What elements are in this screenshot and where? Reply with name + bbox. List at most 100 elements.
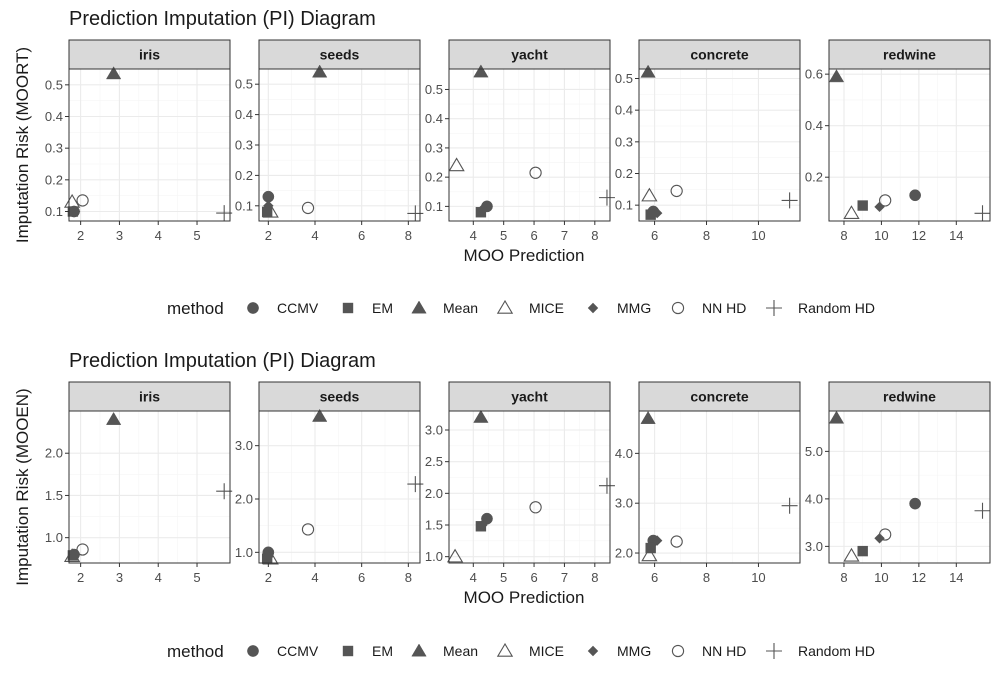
point-mice [446,548,464,563]
point-nn-hd [670,535,683,548]
x-tick-label: 8 [703,570,710,585]
y-tick-label: 2.0 [615,546,633,561]
x-tick-label: 3 [116,570,123,585]
y-tick-label: 0.1 [235,198,253,213]
y-tick-label: 0.4 [805,118,823,133]
legend-item-mean: Mean [411,643,478,659]
x-tick-label: 12 [912,228,926,243]
legend-key-mice [496,299,514,314]
point-em [645,209,656,220]
y-tick-label: 0.4 [45,109,63,124]
x-tick-label: 4 [155,570,162,585]
legend-label: Mean [443,300,478,316]
plot-area [639,69,800,221]
legend-label: NN HD [702,300,746,316]
x-tick-label: 8 [840,228,847,243]
legend-key-mmg [587,302,599,314]
legend-label: CCMV [277,643,319,659]
plot-area [259,411,420,563]
legend-key-random-hd [766,300,782,316]
facet-iris: iris 2 3 4 5 1.0 1.5 2.0 [45,381,233,585]
facet-iris: iris 2 3 4 5 0.1 0.2 0.3 0.4 0.5 [45,39,233,243]
y-tick-label: 0.2 [425,170,443,185]
x-tick-label: 8 [840,570,847,585]
x-tick-label: 2 [265,570,272,585]
facet-strip-label: redwine [883,389,936,405]
point-em [857,545,868,557]
point-mmg [263,551,274,562]
point-mean [473,64,489,78]
y-tick-label: 0.4 [235,107,253,122]
facet-strip [448,381,611,412]
legend: method CCMV EM Mean MICE MMG NN HD Random HD [167,642,875,661]
facet-strip-label: concrete [690,389,749,405]
legend-key-mmg [587,645,599,657]
y-tick-label: 1.5 [45,488,63,503]
y-tick-label: 0.1 [45,204,63,219]
point-mmg [651,207,663,219]
point-mean [640,64,656,78]
point-random-hd [781,497,798,514]
point-mean [312,64,328,78]
legend-key-em [342,645,354,657]
point-ccmv [262,190,275,203]
facet-seeds: seeds 2 4 6 8 0.1 0.2 0.3 0.4 0.5 [235,39,424,243]
facet-strip-label: seeds [320,389,360,405]
facet-strip [638,381,801,412]
point-nn-hd [76,543,89,556]
y-tick-label: 3.0 [425,423,443,438]
y-tick-label: 0.2 [235,168,253,183]
point-mean [828,410,845,424]
legend-item-random-hd: Random HD [766,643,875,659]
y-tick-label: 4.0 [615,446,633,461]
x-tick-label: 7 [561,570,568,585]
point-random-hd [407,205,424,222]
y-tick-label: 2.0 [45,446,63,461]
legend-label: Random HD [798,300,875,316]
y-tick-label: 0.3 [235,138,253,153]
point-mice [262,203,279,218]
x-tick-label: 4 [311,570,318,585]
x-tick-label: 2 [77,570,84,585]
chart-title: Prediction Imputation (PI) Diagram [69,8,376,30]
x-tick-label: 14 [949,228,963,243]
point-nn-hd [879,528,892,541]
point-mean [473,409,489,423]
facet-strip-label: iris [139,47,160,63]
legend-item-em: EM [342,300,393,316]
panel-border [448,68,611,222]
point-random-hd [974,502,991,519]
facet-yacht: yacht 4 5 6 7 8 1.0 1.5 2.0 2.5 3.0 [425,381,615,585]
legend-label: EM [372,643,393,659]
x-tick-label: 6 [651,228,658,243]
x-tick-label: 8 [405,570,412,585]
plot-area [639,411,800,563]
x-tick-label: 5 [500,570,507,585]
point-mice [843,205,860,220]
legend-label: CCMV [277,300,319,316]
point-nn-hd [301,523,315,536]
y-tick-label: 0.6 [805,67,823,82]
legend-item-ccmv: CCMV [247,643,319,659]
legend-key-mean [411,643,427,657]
facet-seeds: seeds 2 4 6 8 1.0 2.0 3.0 [235,381,424,585]
panel-border [448,410,611,564]
y-tick-label: 3.0 [805,539,823,554]
point-mmg [477,204,488,215]
x-tick-label: 4 [311,228,318,243]
legend-item-mmg: MMG [587,643,651,659]
legend-label: MICE [529,643,564,659]
x-tick-label: 10 [874,228,888,243]
y-tick-label: 0.4 [615,103,633,118]
x-axis-title: MOO Prediction [464,588,585,607]
point-mean [105,411,122,425]
chart-1: Prediction Imputation (PI) Diagram iris 2 3… [13,8,991,318]
panel-border [258,410,421,564]
x-tick-label: 4 [470,228,477,243]
y-tick-label: 0.1 [615,198,633,213]
y-tick-label: 0.2 [45,172,63,187]
facet-redwine: redwine 8 10 12 14 3.0 4.0 5.0 [805,381,991,585]
x-tick-label: 6 [358,228,365,243]
facet-strip [68,39,231,70]
y-tick-label: 0.5 [425,82,443,97]
